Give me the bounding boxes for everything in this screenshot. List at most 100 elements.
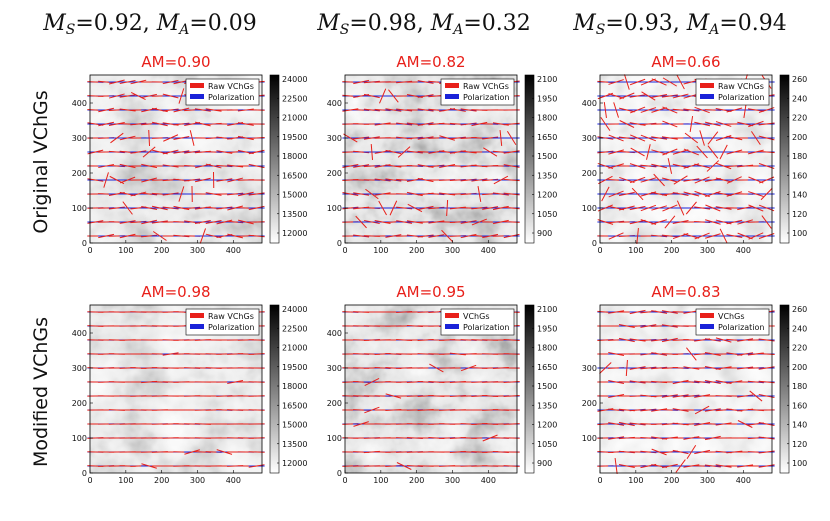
vchg-vector <box>406 150 423 154</box>
x-tick-label: 100 <box>628 246 643 255</box>
vchg-vector <box>471 178 488 182</box>
vchg-vector <box>364 406 380 414</box>
vchg-vector <box>640 204 657 212</box>
y-tick-label: 100 <box>72 204 87 213</box>
legend-swatch-vchg <box>190 313 204 318</box>
vchg-vector <box>417 108 434 112</box>
colorbar-tick-label: 24000 <box>282 305 307 314</box>
vchg-vector <box>608 394 625 398</box>
vchg-vector <box>506 130 517 146</box>
colorbar-tick-label: 900 <box>537 459 552 468</box>
vchg-vector <box>707 145 719 159</box>
vchg-vector <box>748 120 764 128</box>
y-tick-label: 400 <box>327 329 342 338</box>
colorbar-tick-label: 1200 <box>537 421 557 430</box>
vchg-vector <box>694 232 710 240</box>
x-tick-label: 0 <box>597 476 602 485</box>
vchg-vector <box>365 188 379 200</box>
y-tick-label: 300 <box>582 364 597 373</box>
vchg-vector <box>237 108 254 112</box>
vchg-vector <box>694 380 711 384</box>
colorbar-tick-label: 1350 <box>537 171 557 180</box>
colorbar-tick-label: 18000 <box>282 382 307 391</box>
y-tick-label: 300 <box>582 134 597 143</box>
colorbar-tick-label: 1650 <box>537 363 557 372</box>
vchg-vector <box>119 94 136 98</box>
vchg-vector <box>694 405 710 415</box>
vchg-vector <box>162 79 179 85</box>
colorbar-tick-label: 21000 <box>282 114 307 123</box>
vchg-vector <box>625 359 628 377</box>
vchg-vector <box>396 122 413 126</box>
panel-title: AM=0.95 <box>396 283 465 301</box>
colorbar-gradient <box>779 74 790 244</box>
y-tick-label: 400 <box>327 99 342 108</box>
vchg-vector <box>184 449 200 455</box>
vchg-vector <box>683 108 700 112</box>
vchg-vector <box>631 187 644 201</box>
colorbar-tick-label: 160 <box>792 401 807 410</box>
y-tick-label: 0 <box>82 239 87 248</box>
vchg-vector <box>662 204 678 212</box>
x-tick-label: 0 <box>597 246 602 255</box>
legend-swatch-polarization <box>190 324 204 329</box>
vchg-vector <box>343 133 358 143</box>
vchg-vector <box>385 149 402 155</box>
legend-swatch-polarization <box>700 94 714 99</box>
vchg-vector <box>676 74 685 90</box>
vchg-vector <box>661 324 678 328</box>
vchg-vector <box>707 131 719 145</box>
legend: Raw VChGs Polarization <box>185 308 260 336</box>
vchg-vector <box>184 178 201 182</box>
vchg-vector <box>379 88 387 104</box>
colorbar-tick-label: 16500 <box>282 401 307 410</box>
vector-field <box>87 311 265 469</box>
vchg-vector <box>227 380 244 384</box>
vchg-vector <box>397 146 411 158</box>
vchg-vector <box>460 233 477 239</box>
colorbar-tick-label: 16500 <box>282 171 307 180</box>
vchg-vector <box>597 204 613 212</box>
vchg-vector <box>417 205 434 211</box>
colorbar-gradient <box>269 304 280 474</box>
vchg-vector <box>353 164 370 168</box>
vchg-vector <box>705 219 721 225</box>
vchg-vector <box>661 463 678 469</box>
colorbar-tick-label: 180 <box>792 152 807 161</box>
vchg-vector <box>194 177 211 183</box>
legend-swatch-vchg <box>700 313 714 318</box>
vchg-vector <box>683 191 700 197</box>
column-title-1: MS=0.92, MA=0.09 <box>42 11 257 38</box>
y-tick-label: 300 <box>327 134 342 143</box>
vchg-vector <box>629 219 646 225</box>
vchg-vector <box>388 89 399 103</box>
legend-label: Raw VChGs <box>463 82 509 91</box>
x-tick-label: 300 <box>445 476 460 485</box>
y-tick-label: 100 <box>582 204 597 213</box>
vchg-vector <box>460 220 477 224</box>
vchg-vector <box>598 175 613 185</box>
vchg-vector <box>608 408 625 412</box>
vchg-vector <box>353 234 370 238</box>
vchg-vector <box>152 231 167 241</box>
vchg-vector <box>396 206 413 210</box>
vchg-vector <box>173 205 190 211</box>
vchg-vector <box>619 120 635 128</box>
plot-frame <box>344 74 518 244</box>
colorbar-tick-label: 19500 <box>282 133 307 142</box>
legend-swatch-vchg <box>445 313 459 318</box>
vchg-vector <box>640 134 657 142</box>
colorbar-tick-label: 260 <box>792 75 807 84</box>
colorbar-tick-label: 1500 <box>537 152 557 161</box>
vchg-vector <box>449 108 466 112</box>
vchg-vector <box>471 218 488 226</box>
vchg-vector <box>629 163 646 169</box>
vchg-vector <box>651 136 668 140</box>
vchg-vector <box>237 219 254 225</box>
vchg-vector <box>689 116 694 132</box>
vchg-vector <box>460 122 477 126</box>
vchg-vector <box>618 136 635 140</box>
vchg-vector <box>640 164 657 168</box>
y-tick-label: 0 <box>337 239 342 248</box>
colorbar-tick-label: 1950 <box>537 94 557 103</box>
